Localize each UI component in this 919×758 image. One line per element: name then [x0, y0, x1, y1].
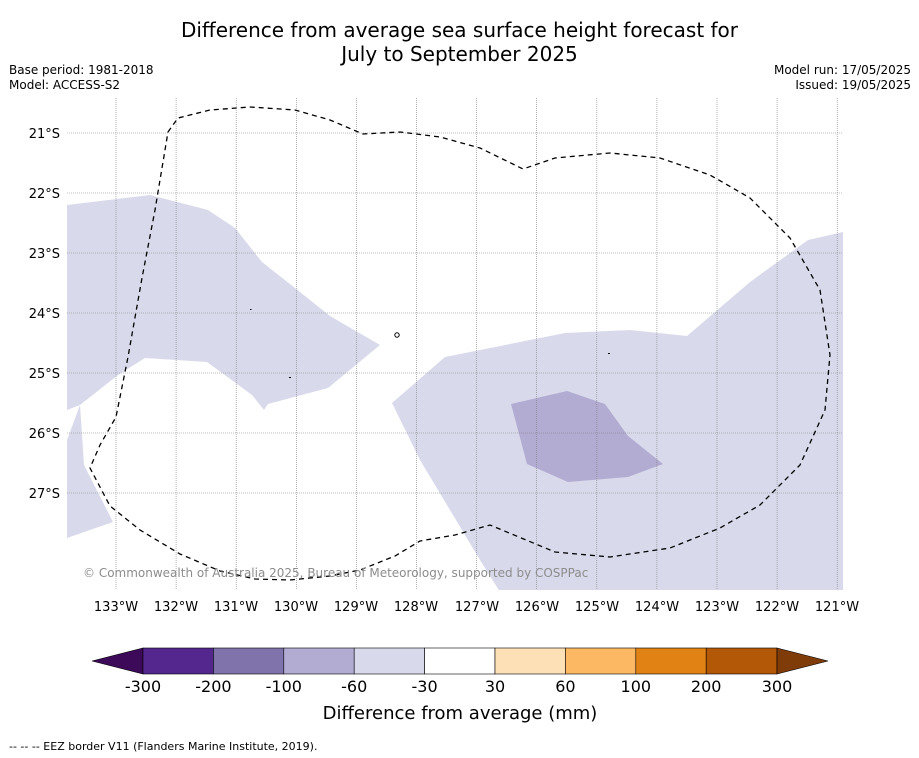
colorbar-tick: 30: [485, 677, 505, 696]
lon-label: 133°W: [94, 600, 138, 615]
colorbar-bin: [353, 647, 425, 675]
island-marker: [608, 353, 610, 354]
map-area: © Commonwealth of Australia 2025, Bureau…: [67, 98, 843, 590]
model-run: Model run: 17/05/2025: [773, 63, 911, 77]
latitude-labels: 21°S 22°S 23°S 24°S 25°S 26°S 27°S: [29, 127, 60, 502]
colorbar-tick: -30: [412, 677, 438, 696]
anomaly-region-east: [392, 232, 843, 590]
island-marker: [250, 309, 252, 310]
colorbar-tick: -100: [266, 677, 302, 696]
colorbar-tick: 100: [621, 677, 652, 696]
colorbar-bin: [565, 647, 637, 675]
colorbar: -300 -200 -100 -60 -30 30 60 100 200 300…: [91, 647, 829, 724]
anomaly-region-core: [511, 391, 663, 482]
lon-label: 127°W: [455, 600, 499, 615]
eez-legend-note: -- -- -- EEZ border V11 (Flanders Marine…: [9, 740, 318, 753]
title-line-2: July to September 2025: [341, 42, 578, 66]
copyright-notice: © Commonwealth of Australia 2025, Bureau…: [83, 566, 588, 580]
graticule: [67, 98, 843, 590]
island-marker: [394, 332, 400, 338]
colorbar-tick: 60: [555, 677, 575, 696]
anomaly-region-west: [67, 195, 380, 410]
colorbar-bin: [705, 647, 778, 675]
lon-label: 123°W: [695, 600, 739, 615]
colorbar-bin: [635, 647, 707, 675]
lon-label: 125°W: [575, 600, 619, 615]
colorbar-tick: -60: [341, 677, 367, 696]
chart-title: Difference from average sea surface heig…: [0, 18, 919, 66]
colorbar-bin: [213, 647, 285, 675]
anomaly-region-southwest: [67, 405, 113, 538]
colorbar-bin: [494, 647, 566, 675]
colorbar-bin: [142, 647, 214, 675]
lon-label: 122°W: [755, 600, 799, 615]
colorbar-tick: -300: [125, 677, 161, 696]
colorbar-title: Difference from average (mm): [323, 703, 598, 724]
meta-left: Base period: 1981-2018 Model: ACCESS-S2: [9, 63, 154, 93]
lat-label: 23°S: [29, 247, 60, 262]
issued-date: Issued: 19/05/2025: [795, 78, 911, 92]
lon-label: 130°W: [274, 600, 318, 615]
model-name: Model: ACCESS-S2: [9, 78, 121, 92]
lon-label: 132°W: [154, 600, 198, 615]
colorbar-tick: 300: [762, 677, 793, 696]
lon-label: 128°W: [394, 600, 438, 615]
title-line-1: Difference from average sea surface heig…: [180, 18, 739, 42]
eez-border: [89, 106, 831, 581]
colorbar-tick: -200: [195, 677, 231, 696]
lon-label: 124°W: [635, 600, 679, 615]
lat-label: 26°S: [29, 427, 60, 442]
colorbar-extend-low: [91, 647, 144, 675]
lon-label: 126°W: [515, 600, 559, 615]
colorbar-bin: [283, 647, 355, 675]
lat-label: 25°S: [29, 367, 60, 382]
lat-label: 27°S: [29, 487, 60, 502]
lat-label: 24°S: [29, 307, 60, 322]
colorbar-tick: 200: [691, 677, 722, 696]
lat-label: 22°S: [29, 187, 60, 202]
lon-label: 129°W: [334, 600, 378, 615]
colorbar-extend-high: [776, 647, 829, 675]
base-period: Base period: 1981-2018: [9, 63, 154, 77]
longitude-labels: 133°W 132°W 131°W 130°W 129°W 128°W 127°…: [94, 600, 859, 615]
island-marker: [289, 377, 291, 378]
meta-right: Model run: 17/05/2025 Issued: 19/05/2025: [774, 63, 911, 93]
lon-label: 121°W: [815, 600, 859, 615]
colorbar-bin: [424, 647, 496, 675]
lat-label: 21°S: [29, 127, 60, 142]
lon-label: 131°W: [214, 600, 258, 615]
